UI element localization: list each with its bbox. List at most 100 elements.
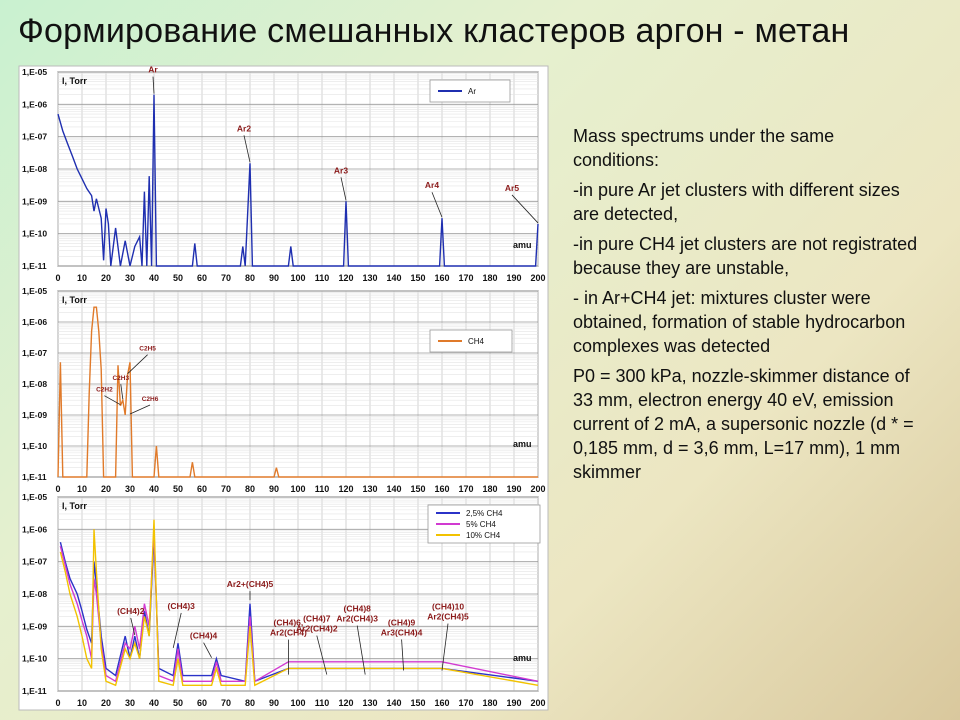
y-tick-label: 1,E-11	[22, 686, 47, 696]
x-tick-label: 160	[434, 484, 449, 494]
note-mixture: - in Ar+CH4 jet: mixtures cluster were o…	[573, 288, 906, 356]
x-tick-label: 40	[149, 698, 159, 708]
y-tick-label: 1,E-05	[22, 286, 47, 296]
x-tick-label: 150	[410, 698, 425, 708]
y-tick-label: 1,E-09	[22, 410, 47, 420]
annotation-label: C2H2	[96, 387, 113, 394]
annotation-label: C2H6	[142, 396, 159, 403]
x-tick-label: 90	[269, 484, 279, 494]
annotation-arrow	[104, 395, 121, 406]
y-tick-label: 1,E-09	[22, 196, 47, 206]
x-tick-label: 70	[221, 698, 231, 708]
x-tick-label: 140	[386, 273, 401, 283]
x-tick-label: 50	[173, 698, 183, 708]
y-tick-label: 1,E-06	[22, 524, 47, 534]
annotation-label: Ar2(CH4)2	[296, 624, 338, 634]
series-line-1	[57, 94, 539, 267]
annotation-label: (CH4)6,	[274, 618, 304, 628]
x-tick-label: 200	[530, 273, 545, 283]
x-tick-label: 150	[410, 484, 425, 494]
x-tick-label: 140	[386, 698, 401, 708]
x-tick-label: 120	[338, 273, 353, 283]
y-tick-label: 1,E-09	[22, 621, 47, 631]
x-tick-label: 170	[458, 484, 473, 494]
x-tick-label: 160	[434, 273, 449, 283]
x-tick-label: 10	[77, 484, 87, 494]
series-line-3	[59, 519, 539, 687]
y-tick-label: 1,E-11	[22, 261, 47, 271]
chart-panel-1: 0 10 20 30 40 50 60 70 80 90 100 110 120 130 140 150 160…	[22, 65, 546, 283]
x-tick-label: 120	[338, 484, 353, 494]
x-tick-label: 80	[245, 484, 255, 494]
x-tick-label: 190	[506, 273, 521, 283]
annotation-arrow	[203, 642, 212, 658]
y-axis-label: I, Torr	[62, 76, 87, 86]
legend-box	[429, 329, 513, 353]
y-tick-label: 1,E-07	[22, 132, 47, 142]
legend-label: Ar	[468, 87, 476, 96]
legend-box	[429, 79, 511, 103]
annotation-label: Ar2	[237, 123, 251, 133]
x-tick-label: 130	[362, 484, 377, 494]
y-axis-label: I, Torr	[62, 295, 87, 305]
y-tick-label: 1,E-10	[22, 654, 47, 664]
legend-label: CH4	[468, 337, 485, 346]
x-tick-label: 70	[221, 273, 231, 283]
annotation-arrow	[431, 192, 443, 218]
x-tick-label: 40	[149, 484, 159, 494]
x-tick-label: 0	[55, 484, 60, 494]
x-tick-label: 190	[506, 484, 521, 494]
x-tick-label: 160	[434, 698, 449, 708]
annotation-arrow	[316, 635, 328, 675]
annotation-label: (CH4)10	[432, 602, 464, 612]
x-tick-label: 170	[458, 273, 473, 283]
x-tick-label: 30	[125, 484, 135, 494]
x-axis-label: amu	[513, 240, 532, 250]
x-tick-label: 60	[197, 698, 207, 708]
note-pure-ar: -in pure Ar jet clusters with different …	[573, 180, 900, 224]
x-axis-label: amu	[513, 653, 532, 663]
y-tick-label: 1,E-08	[22, 164, 47, 174]
x-tick-label: 200	[530, 698, 545, 708]
x-tick-label: 20	[101, 273, 111, 283]
x-tick-label: 100	[290, 273, 305, 283]
y-tick-label: 1,E-07	[22, 348, 47, 358]
x-tick-label: 120	[338, 698, 353, 708]
x-tick-label: 110	[315, 698, 330, 708]
x-tick-label: 130	[362, 273, 377, 283]
x-tick-label: 0	[55, 273, 60, 283]
annotation-arrow	[120, 384, 124, 400]
x-axis-label: amu	[513, 439, 532, 449]
annotation-label: Ar2+(CH4)5	[227, 579, 274, 589]
legend-label: 5% CH4	[466, 520, 496, 529]
mass-spectra-figure: 0 10 20 30 40 50 60 70 80 90 100 110 120 130 140 150 160…	[18, 65, 549, 711]
x-tick-label: 20	[101, 484, 111, 494]
x-tick-label: 20	[101, 698, 111, 708]
annotation-label: (CH4)8	[343, 604, 371, 614]
x-tick-label: 0	[55, 698, 60, 708]
y-axis-label: I, Torr	[62, 501, 87, 511]
annotation-arrow	[511, 194, 539, 224]
y-tick-label: 1,E-05	[22, 492, 47, 502]
legend-label: 2,5% CH4	[466, 509, 503, 518]
annotation-label: Ar2(CH4)3	[336, 614, 378, 624]
x-tick-label: 30	[125, 698, 135, 708]
note-conditions: P0 = 300 kPa, nozzle-skimmer distance of…	[573, 366, 914, 482]
x-tick-label: 150	[410, 273, 425, 283]
x-tick-label: 180	[482, 273, 497, 283]
annotation-arrow	[129, 404, 151, 415]
y-tick-label: 1,E-06	[22, 317, 47, 327]
y-tick-label: 1,E-08	[22, 589, 47, 599]
x-tick-label: 130	[362, 698, 377, 708]
annotation-arrow	[340, 177, 347, 201]
slide-title: Формирование смешанных кластеров аргон -…	[18, 12, 850, 50]
chart-panel-2: 0 10 20 30 40 50 60 70 80 90 100 110 120 130 140 150 160…	[22, 286, 546, 494]
y-tick-label: 1,E-10	[22, 229, 47, 239]
x-tick-label: 110	[315, 273, 330, 283]
x-tick-label: 90	[269, 273, 279, 283]
y-tick-label: 1,E-10	[22, 441, 47, 451]
x-tick-label: 50	[173, 273, 183, 283]
annotation-arrow	[172, 612, 182, 649]
x-tick-label: 180	[482, 484, 497, 494]
x-tick-label: 140	[386, 484, 401, 494]
